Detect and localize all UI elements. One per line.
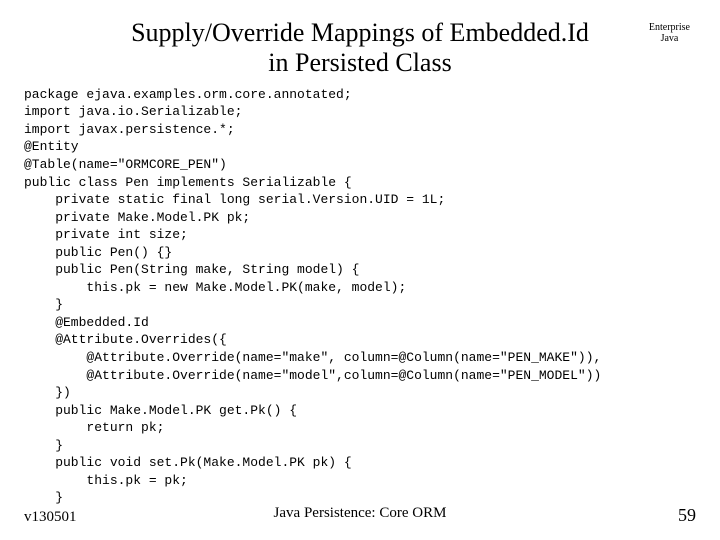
title-line-2: in Persisted Class (268, 48, 451, 77)
slide-container: Supply/Override Mappings of Embedded.Id … (0, 0, 720, 540)
corner-label: Enterprise Java (649, 22, 690, 44)
header-row: Supply/Override Mappings of Embedded.Id … (24, 18, 696, 78)
corner-line-2: Java (661, 33, 679, 44)
code-block: package ejava.examples.orm.core.annotate… (24, 86, 696, 507)
title-line-1: Supply/Override Mappings of Embedded.Id (131, 18, 589, 47)
footer: Java Persistence: Core ORM v130501 59 (24, 505, 696, 526)
slide-title: Supply/Override Mappings of Embedded.Id … (131, 18, 589, 78)
footer-center: Java Persistence: Core ORM (24, 505, 696, 522)
corner-line-1: Enterprise (649, 22, 690, 33)
